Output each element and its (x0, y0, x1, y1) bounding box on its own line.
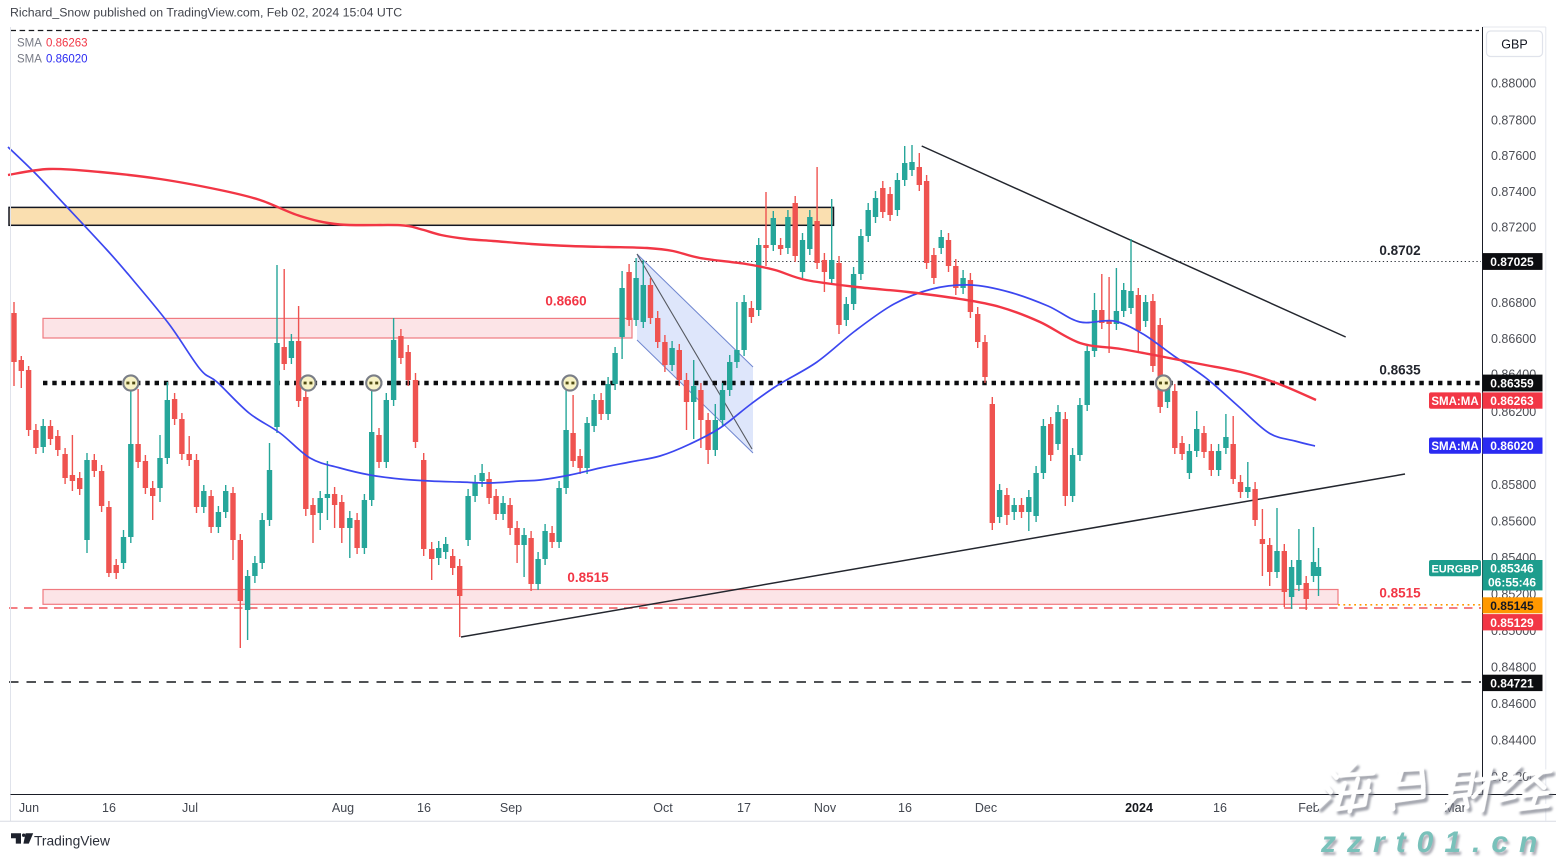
svg-text:0.84800: 0.84800 (1491, 660, 1536, 674)
svg-text:Dec: Dec (975, 801, 997, 815)
svg-text:SMA: SMA (17, 38, 42, 50)
svg-text:Aug: Aug (332, 801, 354, 815)
svg-text:0.86263: 0.86263 (46, 38, 88, 50)
svg-text:0.84600: 0.84600 (1491, 697, 1536, 711)
svg-text:06:55:46: 06:55:46 (1488, 576, 1536, 590)
svg-text:Richard_Snow published on Trad: Richard_Snow published on TradingView.co… (10, 5, 402, 19)
svg-text:0.85145: 0.85145 (1490, 599, 1534, 613)
svg-text:0.87600: 0.87600 (1491, 149, 1536, 163)
svg-text:0.86020: 0.86020 (46, 54, 88, 66)
svg-text:0.87025: 0.87025 (1490, 255, 1534, 269)
svg-text:Feb: Feb (1298, 801, 1320, 815)
svg-text:Nov: Nov (814, 801, 837, 815)
svg-text:0.85129: 0.85129 (1490, 616, 1534, 630)
svg-text:0.85800: 0.85800 (1491, 478, 1536, 492)
svg-text:16: 16 (102, 801, 116, 815)
svg-text:0.86263: 0.86263 (1490, 394, 1534, 408)
svg-text:0.86600: 0.86600 (1491, 332, 1536, 346)
svg-text:0.84400: 0.84400 (1491, 733, 1536, 747)
svg-text:0.85346: 0.85346 (1490, 562, 1534, 576)
svg-text:0.86800: 0.86800 (1491, 296, 1536, 310)
svg-text:0.87200: 0.87200 (1491, 221, 1536, 235)
svg-text:Jun: Jun (19, 801, 39, 815)
svg-text:TradingView: TradingView (34, 834, 110, 849)
svg-text:Jul: Jul (182, 801, 198, 815)
svg-text:SMA:MA: SMA:MA (1431, 441, 1478, 453)
svg-text:0.8515: 0.8515 (1379, 586, 1421, 601)
svg-text:16: 16 (898, 801, 912, 815)
svg-text:0.85600: 0.85600 (1491, 514, 1536, 528)
svg-text:EURGBP: EURGBP (1431, 564, 1478, 576)
svg-text:0.88000: 0.88000 (1491, 77, 1536, 91)
svg-text:SMA:MA: SMA:MA (1431, 396, 1478, 408)
svg-text:0.8702: 0.8702 (1379, 243, 1420, 258)
svg-text:0.87400: 0.87400 (1491, 185, 1536, 199)
svg-text:SMA: SMA (17, 54, 42, 66)
svg-text:0.84721: 0.84721 (1490, 676, 1534, 690)
svg-text:0.86020: 0.86020 (1490, 439, 1534, 453)
svg-text:0.8635: 0.8635 (1379, 363, 1421, 378)
svg-text:Oct: Oct (653, 801, 673, 815)
svg-text:17: 17 (737, 801, 751, 815)
svg-text:0.86359: 0.86359 (1490, 377, 1534, 391)
svg-text:16: 16 (417, 801, 431, 815)
svg-text:0.8660: 0.8660 (545, 294, 586, 309)
svg-text:2024: 2024 (1125, 801, 1153, 815)
svg-text:0.87800: 0.87800 (1491, 113, 1536, 127)
svg-text:Sep: Sep (500, 801, 522, 815)
svg-text:0.8515: 0.8515 (567, 570, 609, 585)
svg-text:16: 16 (1213, 801, 1227, 815)
svg-text:GBP: GBP (1501, 38, 1527, 52)
